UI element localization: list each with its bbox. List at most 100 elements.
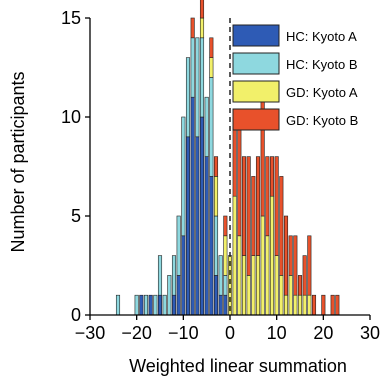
legend-swatch — [232, 108, 280, 131]
x-tick-label: −10 — [168, 323, 199, 343]
bar-2-bin--5 — [204, 96, 209, 157]
bar-4-bin-6 — [255, 156, 261, 256]
bar-3-bin-17 — [307, 294, 312, 316]
bar-3-bin--6 — [199, 17, 205, 39]
bar-2-bin--20 — [134, 294, 139, 316]
bar-2-bin--24 — [115, 294, 121, 316]
legend: HC: Kyoto A HC: Kyoto B GD: Kyoto A GD: Kyo… — [232, 24, 358, 131]
bar-3-bin-10 — [274, 255, 279, 316]
bar-3-bin-11 — [279, 275, 284, 316]
bar-2-bin--9 — [185, 57, 191, 138]
x-tick-label: 10 — [267, 323, 287, 343]
bar-3-bin-9 — [269, 195, 275, 316]
bar-2-bin--12 — [171, 255, 177, 296]
y-tick-label: 5 — [71, 206, 81, 226]
bar-3-bin-5 — [251, 255, 256, 316]
bar-2-bin--10 — [181, 116, 186, 237]
bar-2-bin--1 — [223, 275, 228, 296]
legend-swatch — [232, 80, 280, 103]
legend-swatch — [232, 52, 280, 75]
y-tick-label: 0 — [71, 305, 81, 325]
bar-4-bin-12 — [283, 215, 289, 296]
x-tick-label: −20 — [121, 323, 152, 343]
bar-1-bin--7 — [195, 136, 200, 316]
bar-1-bin--9 — [185, 136, 191, 316]
legend-label: HC: Kyoto A — [286, 29, 357, 44]
bar-4-bin-18 — [311, 294, 317, 316]
bar-2-bin--11 — [176, 215, 181, 276]
x-tick-label: 30 — [360, 323, 380, 343]
bar-4-bin-3 — [241, 156, 247, 256]
bar-1-bin--4 — [209, 176, 214, 316]
bar-3-bin-4 — [246, 275, 251, 316]
legend-label: GD: Kyoto A — [286, 85, 358, 100]
bar-1-bin--3 — [213, 275, 219, 316]
bar-1-bin--19 — [139, 294, 144, 316]
y-tick-label: 10 — [61, 107, 81, 127]
bar-1-bin--8 — [190, 96, 195, 316]
bar-3-bin-15 — [297, 294, 303, 316]
bar-3-bin-2 — [237, 235, 242, 316]
bar-1-bin--6 — [199, 116, 205, 316]
legend-label: HC: Kyoto B — [286, 57, 358, 72]
bar-3-bin-16 — [302, 294, 307, 316]
x-tick-label: −30 — [75, 323, 106, 343]
bar-2-bin--4 — [209, 77, 214, 177]
y-axis-ticks: 0 5 10 15 — [61, 8, 90, 325]
bar-3-bin-7 — [260, 215, 265, 316]
bar-3-bin-13 — [288, 275, 293, 316]
bar-2-bin--14 — [162, 294, 167, 316]
bar-2-bin--15 — [157, 255, 163, 296]
bar-4-bin--3 — [213, 156, 219, 177]
bar-2-bin--2 — [218, 255, 223, 296]
bar-4-bin-13 — [288, 235, 293, 276]
bar-3-bin-12 — [283, 294, 289, 316]
bar-4-bin-4 — [246, 156, 251, 276]
bar-4-bin--8 — [190, 17, 195, 39]
bar-4-bin-16 — [302, 255, 307, 296]
bar-4-bin-22 — [330, 294, 335, 316]
bar-2-bin--18 — [143, 294, 149, 316]
legend-label: GD: Kyoto B — [286, 113, 358, 128]
bar-4-bin-9 — [269, 156, 275, 197]
bar-3-bin--1 — [223, 235, 228, 276]
bar-4-bin--4 — [209, 37, 214, 58]
bar-1-bin--17 — [148, 294, 153, 316]
bar-4-bin--1 — [223, 215, 228, 237]
bar-2-bin--7 — [195, 37, 200, 138]
bar-2-bin--16 — [153, 294, 158, 316]
bar-2-bin--3 — [213, 215, 219, 276]
bar-4-bin-11 — [279, 176, 284, 276]
bar-4-bin-8 — [265, 156, 270, 237]
bar-2-bin--6 — [199, 37, 205, 118]
bar-3-bin-6 — [255, 255, 261, 316]
y-tick-label: 15 — [61, 8, 81, 28]
bar-3-bin-8 — [265, 235, 270, 316]
bar-3-bin--4 — [209, 57, 214, 78]
bar-2-bin--8 — [190, 37, 195, 98]
bar-2-bin--13 — [167, 275, 172, 316]
bar-1-bin--2 — [218, 294, 223, 316]
bar-4-bin-5 — [251, 176, 256, 256]
bar-3-bin-1 — [232, 195, 237, 316]
bar-1-bin--12 — [171, 294, 177, 316]
bar-4-bin--6 — [199, 0, 205, 19]
bar-4-bin-23 — [335, 294, 340, 316]
bar-1-bin--11 — [176, 275, 181, 316]
bar-3-bin-14 — [293, 294, 298, 316]
bar-4-bin-2 — [237, 116, 242, 237]
legend-swatch — [232, 24, 280, 47]
bar-4-bin-14 — [293, 235, 298, 296]
x-tick-label: 20 — [313, 323, 333, 343]
bar-4-bin-17 — [307, 235, 312, 296]
bar-4-bin-10 — [274, 156, 279, 256]
x-tick-label: 0 — [225, 323, 235, 343]
bar-4-bin-15 — [297, 275, 303, 296]
bars-layer — [115, 0, 340, 316]
x-axis-ticks: −30 −20 −10 0 10 20 30 — [75, 315, 380, 343]
bar-1-bin--10 — [181, 235, 186, 316]
bar-1-bin--15 — [157, 294, 163, 316]
bar-1-bin--5 — [204, 156, 209, 316]
x-axis-label: Weighted linear summation — [129, 356, 347, 376]
